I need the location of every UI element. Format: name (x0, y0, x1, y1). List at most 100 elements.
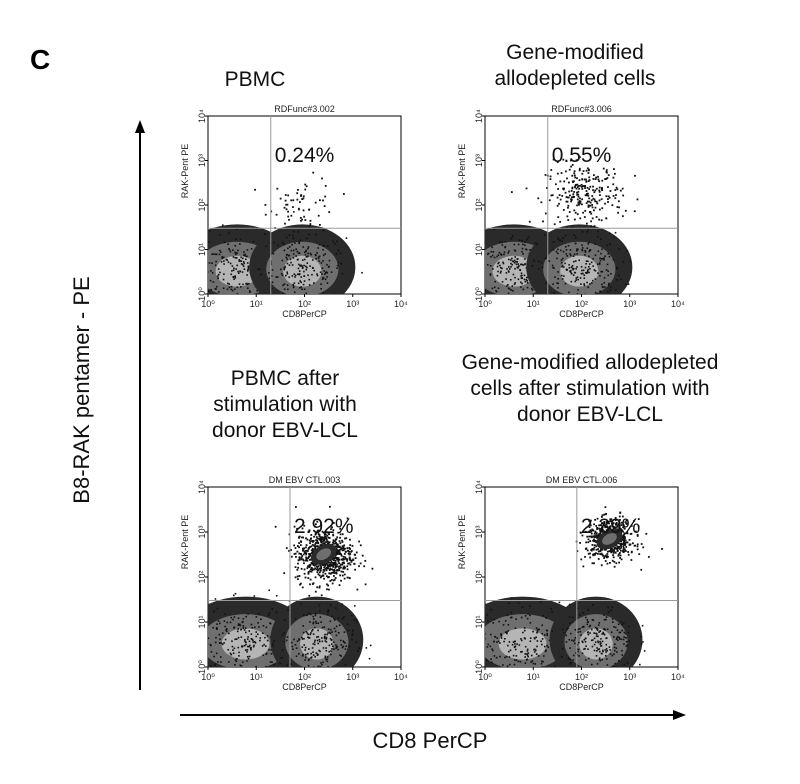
event-dot (335, 644, 337, 646)
event-dot (244, 640, 246, 643)
event-dot (226, 259, 229, 261)
event-dot (218, 633, 221, 636)
event-dot (620, 638, 623, 641)
event-dot (331, 564, 334, 567)
event-dot (581, 198, 584, 201)
event-dot (323, 533, 326, 536)
event-dot (311, 547, 314, 550)
event-dot (565, 253, 568, 255)
event-dot (281, 259, 284, 262)
event-dot (351, 634, 353, 636)
event-dot (511, 257, 513, 260)
event-dot (349, 559, 352, 562)
event-dot (598, 180, 601, 183)
event-dot (568, 291, 570, 294)
event-dot (349, 548, 352, 550)
event-dot (609, 243, 611, 246)
event-dot (303, 280, 306, 282)
event-dot (603, 258, 605, 261)
event-dot (328, 650, 330, 653)
event-dot (495, 290, 497, 292)
event-dot (525, 659, 528, 661)
event-dot (616, 206, 619, 208)
event-dot (343, 562, 345, 565)
event-dot (598, 650, 601, 653)
event-dot (214, 641, 217, 644)
event-dot (569, 622, 571, 625)
event-dot (622, 547, 625, 549)
event-dot (597, 558, 600, 560)
event-dot (599, 643, 601, 645)
event-dot (320, 666, 323, 667)
event-dot (592, 604, 594, 606)
event-dot (591, 204, 594, 206)
event-dot (310, 657, 312, 659)
event-dot (324, 640, 327, 642)
event-dot (222, 278, 225, 281)
event-dot (311, 583, 314, 585)
event-dot (248, 640, 251, 643)
event-dot (330, 560, 333, 563)
event-dot (612, 526, 615, 529)
event-dot (618, 636, 620, 639)
event-dot (573, 191, 576, 193)
event-dot (611, 606, 614, 609)
event-dot (299, 286, 301, 289)
density-layer (208, 505, 374, 670)
event-dot (610, 272, 612, 275)
event-dot (608, 522, 610, 525)
event-dot (577, 631, 579, 633)
event-dot (286, 271, 288, 273)
event-dot (505, 655, 508, 658)
event-dot (621, 649, 623, 652)
event-dot (345, 537, 348, 540)
event-dot (299, 544, 302, 546)
event-dot (562, 237, 564, 239)
event-dot (337, 557, 340, 559)
event-dot (264, 233, 266, 235)
event-dot (541, 638, 544, 640)
event-dot (618, 660, 620, 662)
event-dot (284, 668, 286, 670)
event-dot (585, 262, 587, 265)
event-dot (289, 258, 292, 261)
event-dot (489, 265, 492, 267)
event-dot (513, 243, 516, 246)
event-dot (502, 262, 505, 265)
event-dot (271, 281, 274, 284)
event-dot (219, 271, 221, 274)
event-dot (619, 518, 621, 521)
event-dot (600, 516, 603, 518)
event-dot (336, 553, 339, 555)
event-dot (624, 543, 627, 546)
event-dot (339, 639, 342, 642)
event-dot (611, 299, 613, 301)
event-dot (616, 545, 619, 548)
event-dot (346, 623, 349, 626)
event-dot (589, 552, 591, 555)
event-dot (634, 530, 637, 533)
event-dot (486, 296, 488, 298)
plot-title-line: PBMC after (230, 367, 340, 390)
event-dot (343, 544, 346, 547)
event-dot (302, 536, 305, 539)
event-dot (575, 267, 577, 270)
y-tick-label: 10³ (197, 525, 207, 538)
event-dot (585, 260, 588, 262)
event-dot (596, 537, 599, 539)
event-dot (203, 282, 205, 284)
event-dot (586, 230, 589, 233)
event-dot (324, 278, 327, 281)
event-dot (255, 635, 258, 638)
event-dot (573, 218, 576, 221)
event-dot (304, 550, 307, 552)
event-dot (298, 558, 301, 561)
event-dot (620, 521, 623, 524)
event-dot (587, 180, 590, 183)
event-dot (308, 547, 310, 549)
y-tick-label: 10⁰ (197, 660, 207, 674)
event-dot (338, 565, 341, 568)
event-dot (572, 267, 575, 270)
event-dot (581, 626, 584, 628)
event-dot (598, 622, 601, 624)
